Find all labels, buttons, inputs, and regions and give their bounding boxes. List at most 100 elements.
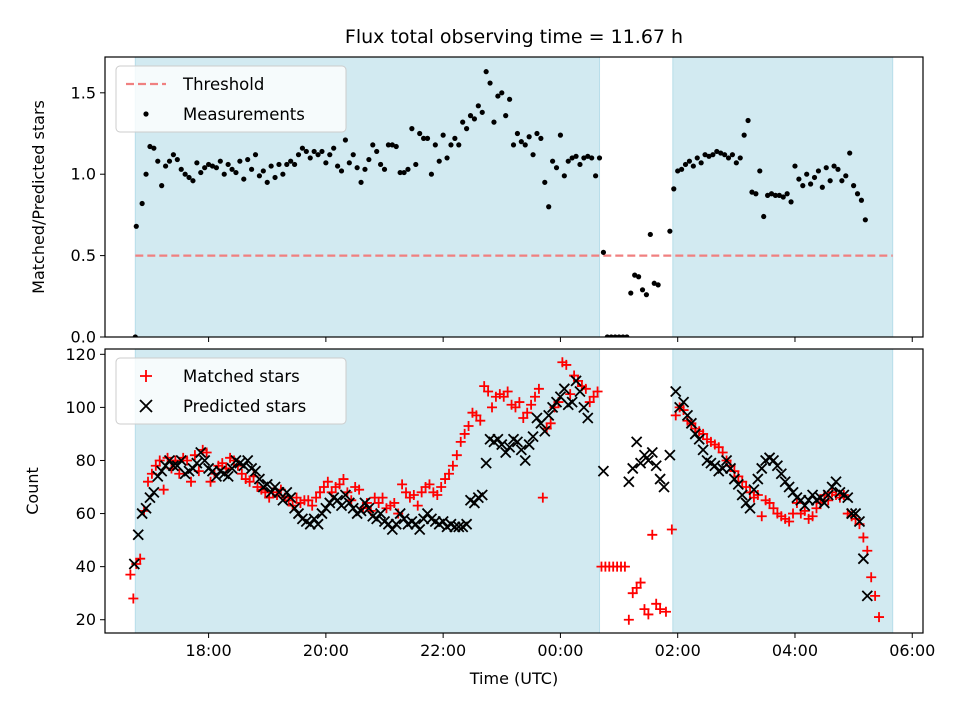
data-point	[539, 425, 551, 437]
data-point	[253, 473, 266, 485]
data-point	[303, 495, 314, 506]
data-point	[432, 142, 438, 148]
data-point	[698, 428, 709, 439]
data-point	[675, 168, 681, 174]
data-point	[831, 163, 837, 169]
data-point	[217, 158, 223, 164]
data-point	[757, 168, 763, 174]
data-point	[424, 479, 435, 490]
data-point	[811, 174, 818, 181]
data-point	[288, 502, 301, 514]
data-point	[534, 130, 540, 137]
data-point	[643, 292, 650, 298]
x-tick-label: 00:00	[537, 641, 583, 660]
data-point	[670, 385, 682, 398]
data-point	[761, 213, 767, 220]
data-point	[334, 479, 345, 490]
data-point	[459, 428, 470, 439]
legend-matched-swatch	[140, 370, 152, 382]
data-point	[347, 502, 359, 514]
data-point	[642, 454, 655, 467]
data-point	[249, 465, 262, 477]
data-point	[634, 457, 647, 469]
data-point	[150, 460, 161, 471]
data-point	[132, 529, 144, 541]
data-point	[720, 454, 733, 467]
data-point	[710, 152, 716, 158]
data-point	[308, 513, 320, 525]
data-point	[229, 166, 235, 172]
data-point	[276, 161, 282, 168]
data-point	[849, 507, 862, 520]
data-point	[487, 80, 493, 86]
data-point	[405, 166, 411, 172]
data-point	[658, 481, 670, 493]
data-point	[272, 174, 278, 181]
data-point	[479, 109, 485, 115]
data-point	[573, 375, 584, 386]
data-point	[582, 412, 594, 424]
data-point	[799, 499, 811, 512]
data-point	[440, 474, 451, 485]
data-point	[186, 174, 192, 181]
data-point	[823, 165, 829, 171]
data-point	[144, 491, 156, 504]
data-point	[709, 460, 721, 472]
data-point	[436, 158, 442, 164]
data-point	[136, 507, 148, 520]
data-point	[510, 142, 517, 148]
series-measurements	[132, 69, 868, 337]
data-point	[835, 166, 841, 172]
data-point	[780, 194, 786, 200]
data-point	[639, 604, 650, 615]
data-point	[608, 334, 614, 337]
data-point	[807, 511, 818, 522]
data-point	[444, 155, 450, 161]
data-point	[338, 474, 349, 485]
data-point	[303, 148, 309, 155]
data-point	[170, 152, 177, 158]
data-point	[858, 197, 865, 203]
x-tick-label: 22:00	[420, 641, 466, 660]
y-tick-label: 60	[76, 504, 96, 523]
data-point	[475, 103, 481, 109]
data-point	[623, 614, 634, 625]
data-point	[187, 462, 199, 475]
data-point	[299, 145, 306, 151]
data-point	[471, 410, 482, 421]
data-point	[713, 442, 724, 453]
data-point	[131, 558, 142, 569]
data-point	[401, 169, 407, 176]
data-point	[627, 462, 639, 475]
data-point	[843, 173, 849, 179]
data-point	[358, 179, 364, 185]
data-point	[463, 420, 474, 431]
data-point	[724, 462, 737, 475]
data-point	[753, 191, 759, 197]
data-point	[424, 135, 431, 141]
data-point	[866, 572, 877, 583]
data-point	[128, 593, 139, 604]
data-point	[389, 497, 400, 508]
data-point	[315, 152, 321, 158]
data-point	[604, 334, 610, 337]
data-point	[538, 135, 544, 141]
data-point	[740, 497, 752, 509]
data-point	[460, 119, 466, 125]
legend-label: Measurements	[183, 105, 305, 124]
data-point	[546, 401, 559, 414]
data-point	[414, 523, 426, 536]
data-point	[408, 489, 419, 500]
data-point	[681, 409, 694, 421]
data-point	[320, 502, 332, 514]
data-point	[581, 155, 587, 161]
data-point	[631, 582, 642, 593]
x-tick-label: 18:00	[186, 641, 232, 660]
data-point	[689, 428, 701, 440]
data-point	[412, 500, 423, 511]
data-point	[491, 119, 497, 125]
data-point	[244, 476, 255, 487]
data-point	[222, 470, 234, 483]
